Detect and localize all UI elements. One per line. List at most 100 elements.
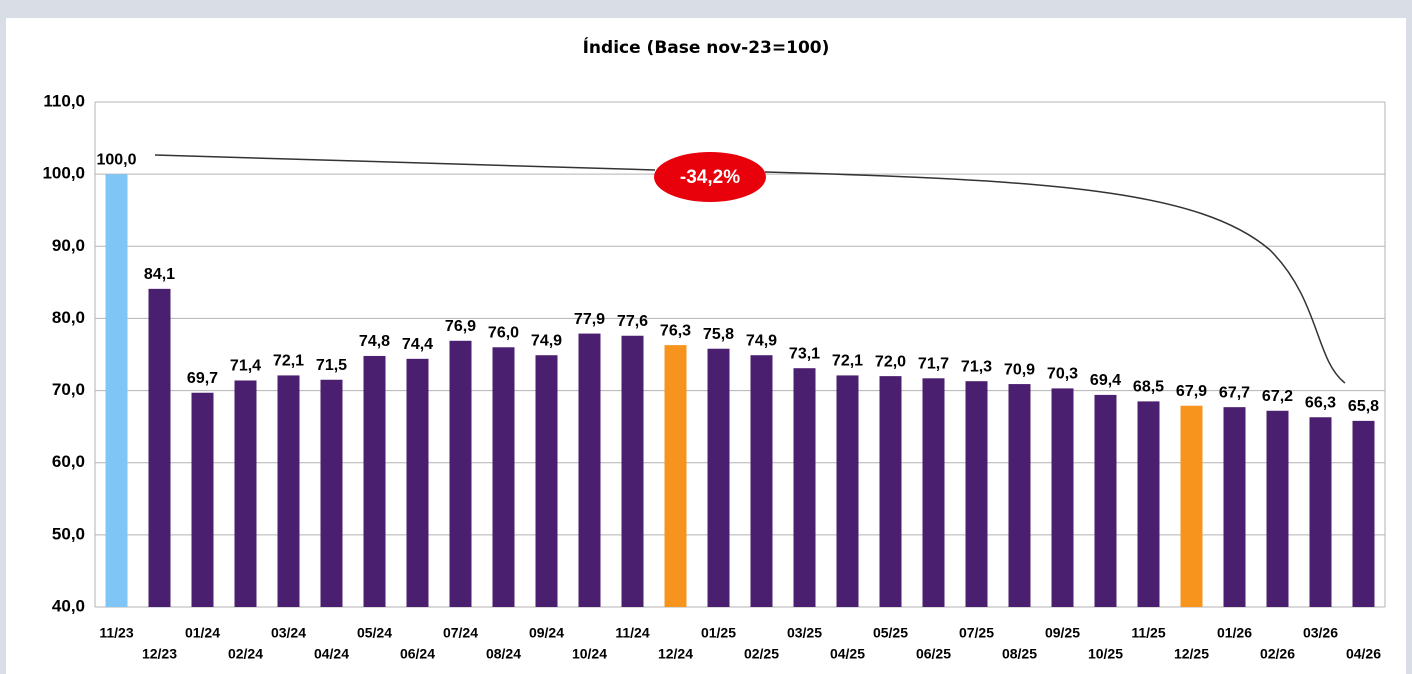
x-tick-label: 11/24	[615, 625, 649, 641]
bar	[105, 174, 128, 607]
x-tick-label: 12/24	[658, 646, 693, 662]
x-tick-label: 02/24	[228, 646, 263, 662]
value-label: 75,8	[703, 326, 734, 343]
bar	[449, 340, 472, 607]
bar	[148, 288, 171, 607]
bar	[664, 345, 687, 607]
x-tick-label: 12/23	[142, 646, 177, 662]
value-label: 73,1	[789, 345, 820, 362]
bar	[1266, 410, 1289, 607]
bar	[750, 355, 773, 607]
trend-arrow	[154, 154, 1346, 384]
bar	[1223, 407, 1246, 607]
bar	[277, 375, 300, 607]
value-label: 84,1	[144, 266, 175, 283]
bar	[1051, 388, 1074, 607]
bar	[965, 381, 988, 607]
bar	[1352, 420, 1375, 607]
x-tick-label: 09/25	[1045, 625, 1080, 641]
value-label: 66,3	[1305, 394, 1336, 411]
value-label: 76,0	[488, 325, 519, 342]
x-tick-label: 06/24	[400, 646, 435, 662]
value-label: 70,3	[1047, 366, 1078, 383]
bar	[621, 335, 644, 607]
value-label: 74,9	[531, 332, 562, 349]
value-label: 67,9	[1176, 383, 1207, 400]
y-tick-label: 80,0	[52, 308, 85, 327]
x-tick-label: 10/24	[572, 646, 607, 662]
bar	[793, 368, 816, 607]
bar	[1180, 405, 1203, 607]
value-label: 71,3	[961, 358, 992, 375]
bar	[363, 355, 386, 607]
bar	[535, 355, 558, 607]
bar	[234, 380, 257, 607]
value-label: 70,9	[1004, 361, 1035, 378]
y-tick-label: 100,0	[42, 164, 85, 183]
bar	[578, 333, 601, 607]
x-tick-label: 09/24	[529, 625, 564, 641]
bar	[1137, 401, 1160, 607]
value-label: 67,2	[1262, 388, 1293, 405]
x-tick-label: 01/24	[185, 625, 220, 641]
y-tick-label: 110,0	[43, 91, 85, 110]
x-tick-label: 05/24	[357, 625, 392, 641]
bar	[1094, 394, 1117, 607]
bar	[1309, 417, 1332, 607]
value-label: 72,1	[832, 353, 863, 370]
bar	[406, 358, 429, 607]
value-label: 71,7	[918, 356, 949, 373]
annotation: -34,2%	[680, 167, 740, 188]
x-tick-label: 10/25	[1088, 646, 1123, 662]
x-tick-label: 08/25	[1002, 646, 1037, 662]
value-label: 69,4	[1090, 372, 1121, 389]
x-tick-label: 04/26	[1346, 646, 1381, 662]
value-label: 71,4	[230, 358, 261, 375]
x-tick-label: 04/24	[314, 646, 349, 662]
x-tick-label: 03/25	[787, 625, 822, 641]
y-tick-label: 40,0	[52, 596, 85, 615]
y-tick-label: 70,0	[52, 380, 85, 399]
x-tick-label: 07/24	[443, 625, 478, 641]
value-label: 74,9	[746, 332, 777, 349]
x-tick-label: 03/24	[271, 625, 306, 641]
y-tick-label: 50,0	[52, 524, 85, 543]
bar	[922, 378, 945, 607]
bar	[1008, 384, 1031, 607]
x-tick-label: 04/25	[830, 646, 865, 662]
x-tick-label: 07/25	[959, 625, 994, 641]
bar	[879, 376, 902, 607]
bar	[707, 348, 730, 607]
value-label: 69,7	[187, 370, 218, 387]
bar	[191, 392, 214, 607]
x-tick-label: 01/26	[1217, 625, 1252, 641]
value-label: 74,8	[359, 333, 390, 350]
x-tick-label: 02/26	[1260, 646, 1295, 662]
value-label: 72,0	[875, 353, 906, 370]
plot: 40,0 50,0 60,0 70,0 80,0 90,0 100,0 110,0 11/23 1…	[42, 91, 1386, 662]
x-tick-label: 01/25	[701, 625, 736, 641]
x-tick-label: 06/25	[916, 646, 951, 662]
y-tick-label: 90,0	[52, 236, 85, 255]
x-tick-label: 11/23	[99, 625, 133, 641]
value-label: 100,0	[96, 151, 136, 168]
x-tick-label: 08/24	[486, 646, 521, 662]
y-tick-label: 60,0	[52, 452, 85, 471]
value-label: 76,3	[660, 322, 691, 339]
x-tick-label: 05/25	[873, 625, 908, 641]
value-label: 77,9	[574, 311, 605, 328]
value-label: 77,6	[617, 313, 648, 330]
value-label: 74,4	[402, 336, 433, 353]
bar	[492, 347, 515, 607]
x-tick-label: 11/25	[1131, 625, 1165, 641]
value-label: 65,8	[1348, 398, 1379, 415]
value-label: 71,5	[316, 357, 347, 374]
bar	[320, 379, 343, 607]
x-tick-label: 02/25	[744, 646, 779, 662]
x-tick-label: 12/25	[1174, 646, 1209, 662]
value-label: 72,1	[273, 353, 304, 370]
annotation-badge	[654, 152, 766, 202]
chart-title: Índice (Base nov-23=100)	[583, 36, 830, 58]
